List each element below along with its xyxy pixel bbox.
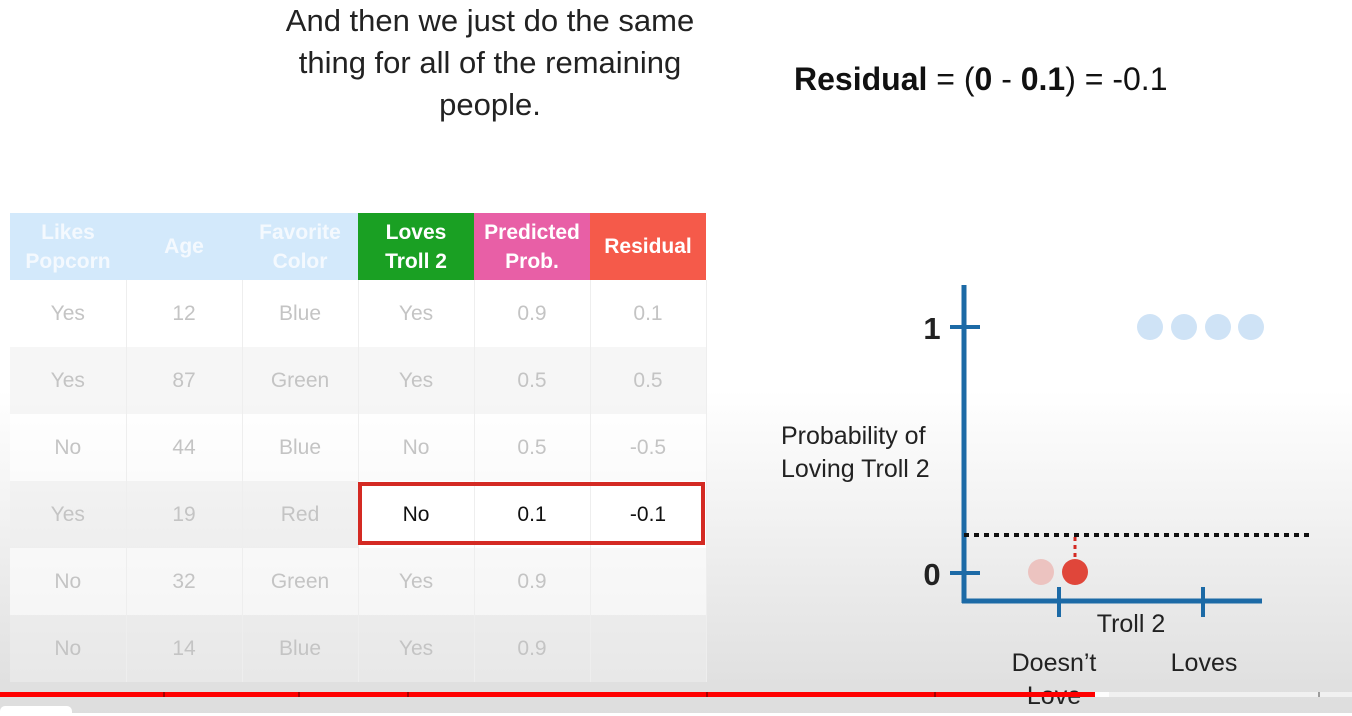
cell: 0.1 — [590, 280, 707, 347]
data-point-loves — [1137, 314, 1163, 340]
cell: Blue — [242, 414, 359, 481]
cell: 44 — [126, 414, 243, 481]
cell — [590, 548, 707, 615]
table-row: Yes 12 Blue Yes 0.9 0.1 — [10, 280, 707, 347]
cell: 19 — [126, 481, 243, 548]
data-point-loves — [1171, 314, 1197, 340]
data-point-loves — [1205, 314, 1231, 340]
player-control-tab[interactable] — [0, 706, 72, 716]
cell — [590, 615, 707, 682]
cell: 32 — [126, 548, 243, 615]
cell: No — [358, 414, 475, 481]
cell: Yes — [10, 347, 127, 414]
cell: Red — [242, 481, 359, 548]
video-progress-fill — [0, 692, 1096, 697]
cell: No — [10, 414, 127, 481]
chapter-marker — [934, 692, 936, 697]
cell: 0.5 — [474, 347, 591, 414]
data-table: Likes Popcorn Age Favorite Color Loves Trol… — [10, 213, 707, 682]
cell: No — [10, 548, 127, 615]
cell: 0.9 — [474, 615, 591, 682]
video-buffer-bar — [1095, 692, 1109, 697]
video-progress-bar[interactable] — [0, 692, 1352, 697]
data-point-loves — [1238, 314, 1264, 340]
formula-word: Residual — [794, 61, 928, 97]
cell: -0.5 — [590, 414, 707, 481]
y-axis-label-line2: Loving Troll 2 — [781, 455, 930, 483]
caption-line: And then we just do the same — [285, 3, 695, 38]
chapter-marker — [298, 692, 300, 697]
cell: Yes — [358, 347, 475, 414]
formula-close: ) = — [1065, 61, 1113, 97]
formula-minus: - — [992, 61, 1021, 97]
cell: Yes — [358, 280, 475, 347]
chapter-marker — [1318, 692, 1320, 697]
cell: 12 — [126, 280, 243, 347]
header-loves-troll2: Loves Troll 2 — [358, 213, 474, 280]
cell: 0.5 — [590, 347, 707, 414]
cell: Blue — [242, 280, 359, 347]
header-age: Age — [126, 213, 242, 280]
cell: Green — [242, 347, 359, 414]
cell-highlighted: No — [358, 481, 475, 548]
formula-observed: 0 — [974, 61, 993, 97]
caption-line: thing for all of the remaining — [298, 45, 682, 80]
header-residual: Residual — [590, 213, 706, 280]
x-axis-label: Troll 2 — [1097, 610, 1166, 638]
formula-result: -0.1 — [1112, 61, 1168, 97]
header-favorite-color: Favorite Color — [242, 213, 358, 280]
cell: 0.5 — [474, 414, 591, 481]
table-row: No 14 Blue Yes 0.9 — [10, 615, 707, 682]
x-tick-label-loves: Loves — [1171, 649, 1238, 677]
table-row: No 32 Green Yes 0.9 — [10, 548, 707, 615]
cell-highlighted: -0.1 — [590, 481, 707, 548]
cell-highlighted: 0.1 — [474, 481, 591, 548]
cell: Yes — [358, 615, 475, 682]
cell: 0.9 — [474, 280, 591, 347]
chapter-marker — [163, 692, 165, 697]
table-row-highlighted: Yes 19 Red No 0.1 -0.1 — [10, 481, 707, 548]
formula-eq: = ( — [927, 61, 975, 97]
y-tick-label-1: 1 — [923, 311, 940, 346]
narration-caption: And then we just do the same thing for a… — [230, 0, 750, 126]
highlight-box — [358, 482, 705, 545]
table-row: Yes 87 Green Yes 0.5 0.5 — [10, 347, 707, 414]
cell: Yes — [358, 548, 475, 615]
chapter-marker — [706, 692, 708, 697]
data-point-current — [1062, 559, 1088, 585]
cell: 14 — [126, 615, 243, 682]
cell: 0.9 — [474, 548, 591, 615]
formula-predicted: 0.1 — [1020, 61, 1066, 97]
cell: 87 — [126, 347, 243, 414]
cell: Green — [242, 548, 359, 615]
cell: Yes — [10, 481, 127, 548]
header-predicted-prob: Predicted Prob. — [474, 213, 590, 280]
y-tick-label-0: 0 — [923, 557, 940, 592]
x-tick-label-doesnt-love-line1: Doesn’t — [1012, 649, 1097, 677]
cell: No — [10, 615, 127, 682]
cell: Blue — [242, 615, 359, 682]
header-likes-popcorn: Likes Popcorn — [10, 213, 126, 280]
data-point-previous — [1028, 559, 1054, 585]
caption-line: people. — [439, 87, 541, 122]
y-axis-label-line1: Probability of — [781, 422, 926, 450]
cell: Yes — [10, 280, 127, 347]
residual-formula: Residual = (0 - 0.1) = -0.1 — [794, 61, 1167, 98]
table-row: No 44 Blue No 0.5 -0.5 — [10, 414, 707, 481]
chapter-marker — [407, 692, 409, 697]
